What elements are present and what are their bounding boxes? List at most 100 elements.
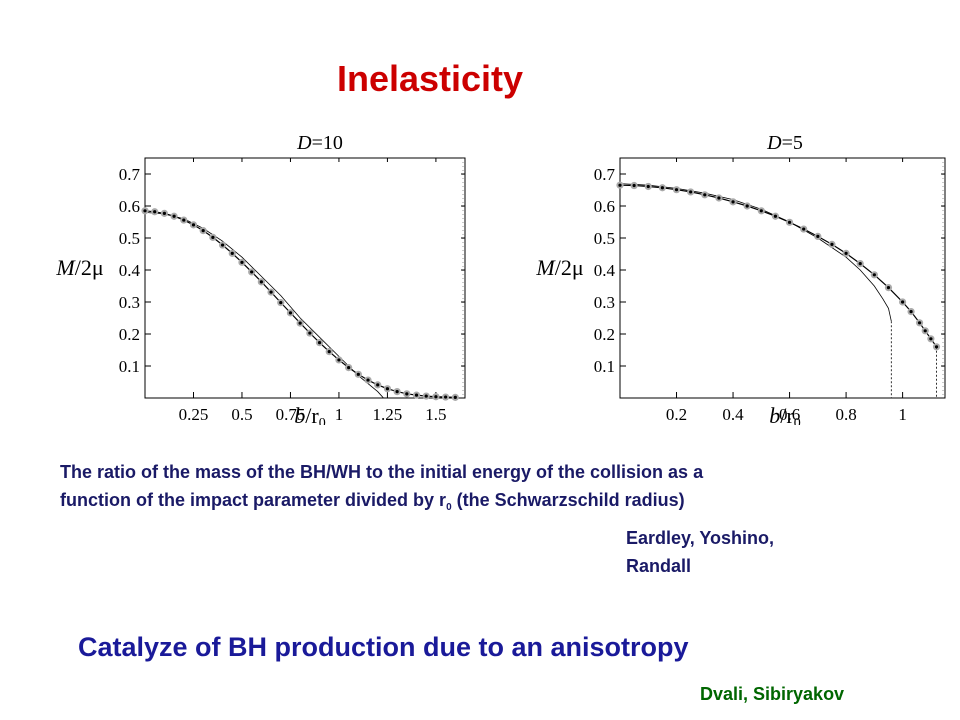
- plot-frame: [144, 157, 466, 399]
- caption-line-1: The ratio of the mass of the BH/WH to th…: [60, 462, 704, 482]
- x-tick-label: 1: [898, 405, 907, 424]
- data-point: [308, 331, 312, 335]
- y-tick-label: 0.7: [594, 165, 616, 184]
- credit-eardley-yoshino-randall: Eardley, Yoshino, Randall: [626, 524, 774, 580]
- data-point: [660, 186, 664, 190]
- data-point: [182, 218, 186, 222]
- data-point: [385, 387, 390, 391]
- data-point: [674, 188, 679, 192]
- chart-d10: D=10 M/2μ b/r0 0.1 0.2 0.3 0.4 0.5 0.6 0.7 0.25…: [20, 125, 470, 431]
- data-point: [901, 300, 905, 304]
- data-point: [917, 321, 922, 325]
- y-tick-label: 0.4: [119, 261, 141, 280]
- series-line-fit: [619, 184, 937, 348]
- data-point: [395, 390, 399, 394]
- data-point: [143, 209, 147, 213]
- x-tick-label: 0.5: [231, 405, 252, 424]
- chart-d5-svg: D=5 M/2μ b/r0 0.1 0.2 0.3 0.4 0.5 0.6 0.7 0.2 0.…: [535, 132, 946, 431]
- data-point: [872, 273, 876, 277]
- credit-1-line-1: Eardley, Yoshino,: [626, 528, 775, 548]
- data-point: [759, 209, 763, 213]
- y-tick-label: 0.2: [594, 325, 615, 344]
- y-tick-label: 0.6: [119, 197, 140, 216]
- data-point: [703, 193, 707, 197]
- data-point: [802, 227, 806, 231]
- x-axis-label: b/r0: [769, 403, 800, 425]
- chart-title: D=10: [296, 132, 343, 154]
- data-point: [298, 321, 302, 325]
- data-point: [858, 262, 862, 266]
- data-point: [269, 290, 273, 294]
- data-point: [376, 383, 380, 387]
- data-point: [717, 196, 721, 200]
- data-point: [162, 211, 166, 215]
- credit-dvali-sibiryakov: Dvali, Sibiryakov: [700, 684, 845, 704]
- data-point: [618, 183, 622, 187]
- data-point: [844, 251, 848, 255]
- data-point: [153, 210, 157, 214]
- y-tick-label: 0.2: [119, 325, 140, 344]
- y-tick-label: 0.7: [119, 165, 141, 184]
- plot-frame: [619, 157, 946, 399]
- data-point: [337, 358, 341, 362]
- data-point: [929, 337, 933, 341]
- y-axis-label: M/2μ: [535, 255, 583, 280]
- series-line-fit: [144, 210, 456, 398]
- x-tick-label: 0.4: [722, 405, 744, 424]
- caption-line-2-text: function of the impact parameter divided…: [60, 490, 447, 510]
- data-point: [211, 235, 215, 239]
- chart-d10-svg: D=10 M/2μ b/r0 0.1 0.2 0.3 0.4 0.5 0.6 0.7 0.25…: [55, 132, 466, 431]
- data-point: [230, 251, 234, 255]
- y-tick-label: 0.5: [119, 229, 140, 248]
- credit-1-line-2: Randall: [626, 556, 692, 576]
- data-point: [405, 392, 409, 396]
- data-point: [279, 301, 283, 305]
- caption-subscript: 0: [446, 502, 452, 513]
- x-tick-label: 0.25: [179, 405, 209, 424]
- caption-line-2: function of the impact parameter divided…: [60, 486, 940, 518]
- data-point: [773, 214, 778, 218]
- data-point: [356, 372, 360, 376]
- data-point: [731, 200, 735, 204]
- y-tick-label: 0.1: [594, 357, 615, 376]
- data-point: [444, 395, 448, 399]
- data-point: [923, 329, 927, 333]
- data-point: [646, 184, 650, 189]
- y-tick-label: 0.3: [119, 293, 140, 312]
- y-tick-label: 0.3: [594, 293, 615, 312]
- data-point: [909, 310, 913, 314]
- data-point: [259, 280, 263, 284]
- data-point: [689, 190, 693, 194]
- data-point: [240, 260, 244, 264]
- x-axis-label: b/r0: [294, 403, 325, 425]
- x-tick-label: 0.75: [276, 405, 306, 424]
- data-point: [201, 229, 205, 233]
- data-point: [317, 341, 322, 345]
- data-point: [220, 243, 225, 247]
- y-tick-label: 0.1: [119, 357, 140, 376]
- data-point: [886, 286, 891, 290]
- data-point: [632, 183, 636, 188]
- x-tick-label: 1: [335, 405, 344, 424]
- data-point: [366, 378, 370, 382]
- data-point: [787, 220, 792, 224]
- data-point: [434, 395, 438, 399]
- x-tick-label: 0.2: [666, 405, 687, 424]
- data-point: [830, 242, 834, 246]
- figure-caption: The ratio of the mass of the BH/WH to th…: [60, 458, 940, 518]
- y-tick-label: 0.6: [594, 197, 615, 216]
- data-point: [745, 204, 749, 208]
- x-tick-label: 0.8: [835, 405, 856, 424]
- x-tick-label: 1.5: [425, 405, 446, 424]
- slide-title: Inelasticity: [336, 58, 524, 99]
- y-tick-label: 0.4: [594, 261, 616, 280]
- y-axis-label: M/2μ: [55, 255, 103, 280]
- data-point: [453, 395, 457, 399]
- data-point: [414, 393, 419, 397]
- data-point: [288, 311, 293, 315]
- data-point: [934, 345, 939, 349]
- series-line-thin: [619, 183, 892, 322]
- chart-title: D=5: [766, 132, 803, 154]
- data-point: [327, 350, 331, 354]
- y-tick-label: 0.5: [594, 229, 615, 248]
